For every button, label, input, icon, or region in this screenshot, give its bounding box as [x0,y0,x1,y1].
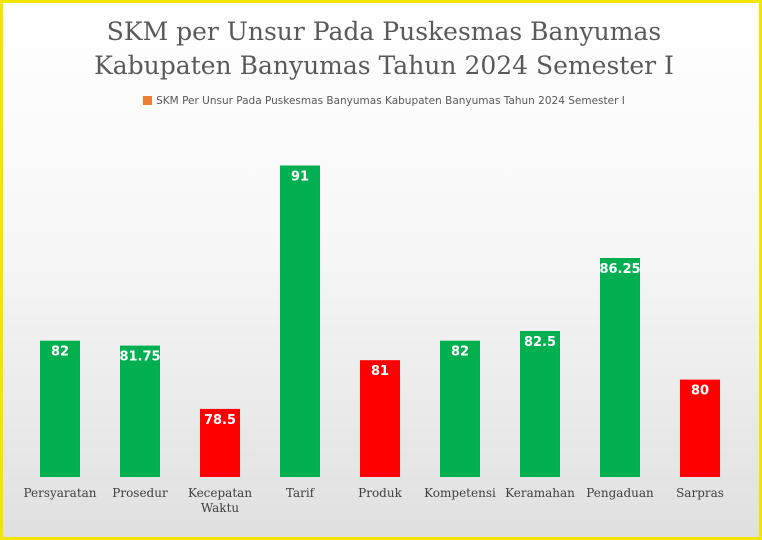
legend-label: SKM Per Unsur Pada Puskesmas Banyumas Ka… [156,95,625,107]
x-tick-label-0: Persyaratan [23,486,96,500]
data-label-0: 82 [51,345,69,360]
data-label-3: 91 [291,170,309,185]
x-tick-label-6: Keramahan [505,486,575,500]
chart-legend: SKM Per Unsur Pada Puskesmas Banyumas Ka… [3,95,762,107]
data-label-7: 86.25 [599,262,640,277]
chart-title: SKM per Unsur Pada Puskesmas Banyumas Ka… [3,15,762,83]
x-tick-label-2-line-1: Waktu [201,501,240,515]
bar-0 [40,340,80,477]
bar-1 [120,345,160,477]
data-label-8: 80 [691,384,709,399]
bar-4 [360,360,400,477]
x-tick-label-3: Tarif [286,486,316,500]
x-tick-label-8: Sarpras [676,486,724,500]
data-label-1: 81.75 [119,350,160,365]
x-tick-label-5: Kompetensi [424,486,496,500]
x-tick-label-1: Prosedur [112,486,168,500]
x-tick-label-2-line-0: Kecepatan [188,486,252,500]
bar-7 [600,258,640,477]
bar-6 [520,331,560,477]
data-label-4: 81 [371,364,389,379]
data-label-2: 78.5 [204,413,236,428]
data-label-5: 82 [451,345,469,360]
bar-2 [200,408,240,477]
x-tick-label-7: Pengaduan [586,486,654,500]
legend-swatch [143,96,153,105]
data-label-6: 82.5 [524,335,556,350]
bar-3 [280,165,320,477]
chart-title-line-2: Kabupaten Banyumas Tahun 2024 Semester I [94,51,674,80]
bar-5 [440,340,480,477]
x-tick-label-4: Produk [358,486,402,500]
bar-8 [680,379,720,477]
chart-title-line-1: SKM per Unsur Pada Puskesmas Banyumas [106,17,662,46]
bar-chart: 82 Persyaratan 81.75 Prosedur 78.5 KecepatanW… [23,165,724,515]
